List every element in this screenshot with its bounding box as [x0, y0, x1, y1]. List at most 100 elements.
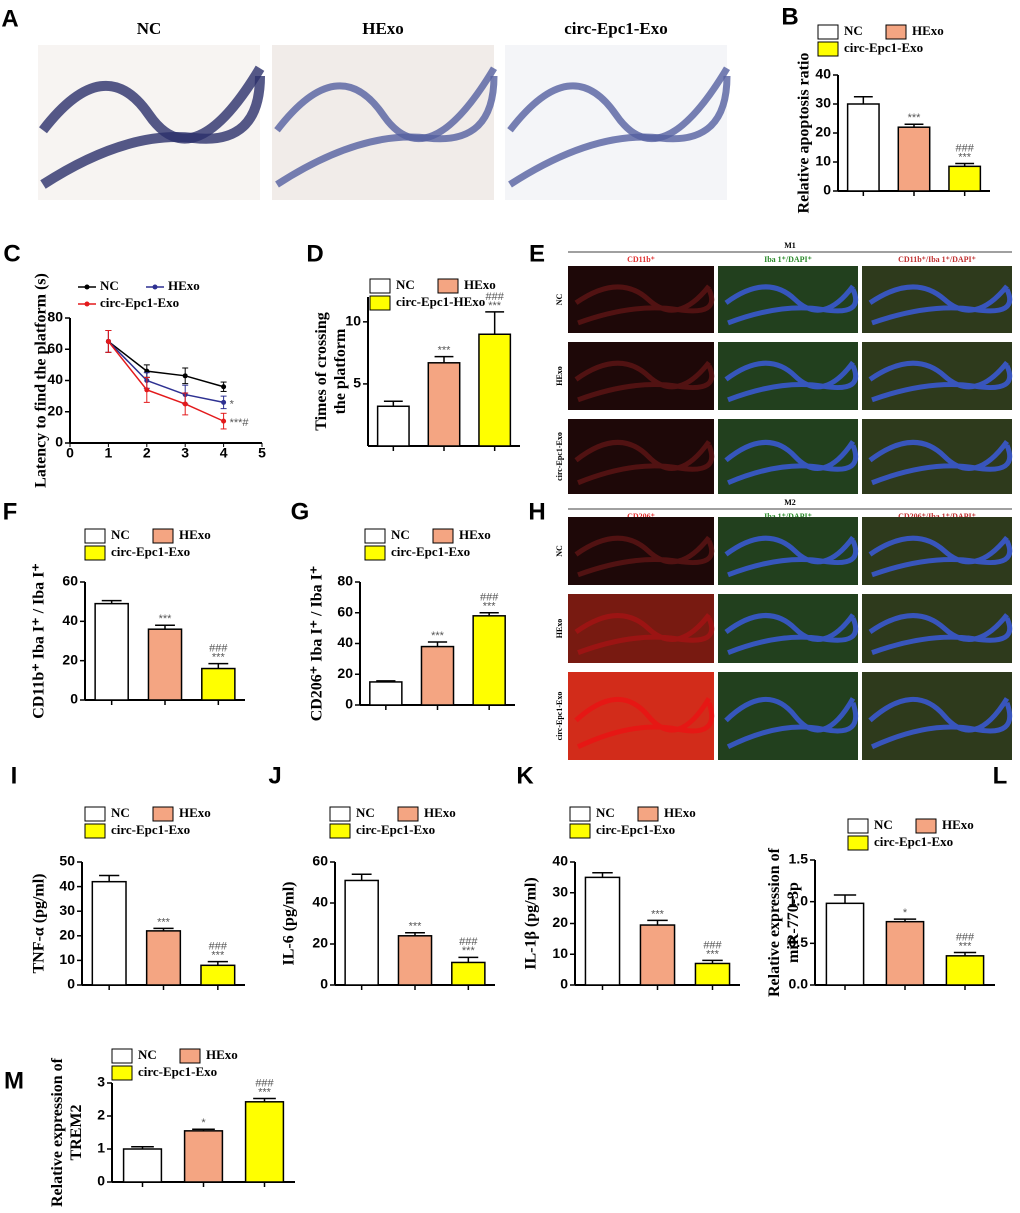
bar [122, 1148, 163, 1183]
significance-mark: *** [483, 601, 497, 613]
significance-mark: *** [706, 948, 720, 960]
y-axis-label: Times of crossing [313, 312, 330, 431]
bar [427, 362, 461, 447]
legend-label: HExo [912, 23, 944, 38]
y-tick-label: 0 [97, 1173, 105, 1189]
cell-layer [574, 284, 715, 326]
bar [420, 645, 455, 706]
fluorescence-image [862, 672, 1012, 760]
significance-mark: *** [959, 940, 973, 952]
cell-layer [274, 66, 498, 143]
y-tick-label: 40 [815, 66, 831, 82]
cell-layer [868, 284, 1013, 326]
significance-mark: ### [255, 1077, 274, 1089]
significance-mark: *** [462, 945, 476, 957]
cell-layer [724, 535, 859, 578]
y-tick-label: 40 [312, 894, 328, 910]
y-tick-label: 1.5 [789, 851, 809, 867]
legend-label: circ-Epc1-Exo [844, 40, 923, 55]
legend-label: NC [391, 527, 410, 542]
y-axis-label: Relative apoptosis ratio [796, 53, 813, 214]
legend-swatch [152, 806, 174, 822]
data-point [182, 401, 188, 407]
data-point [182, 373, 188, 379]
legend-swatch [817, 24, 839, 40]
cell-layer [574, 697, 715, 750]
y-axis-label: Latency to find the platform (s) [33, 273, 50, 488]
significance-mark: *** [211, 950, 225, 962]
cell-layer [724, 360, 859, 403]
cell-layer [39, 65, 265, 144]
bar [244, 1101, 285, 1183]
panel-letter: E [529, 240, 545, 267]
y-tick-label: 10 [59, 951, 75, 967]
legend-label: NC [396, 277, 415, 292]
significance-mark: ### [485, 291, 504, 303]
fluorescence-image [568, 672, 714, 760]
legend-label: circ-Epc1-Exo [356, 822, 435, 837]
y-tick-label: 20 [552, 914, 568, 930]
row-label: NC [555, 294, 564, 306]
bar [825, 902, 865, 986]
legend-swatch [84, 284, 90, 290]
bar [694, 962, 731, 986]
y-tick-label: 40 [337, 634, 353, 650]
bar [201, 667, 236, 701]
significance-mark: *** [908, 112, 922, 124]
column-label: Iba 1⁺/DAPI⁺ [764, 512, 812, 521]
y-tick-label: 1.0 [789, 892, 809, 908]
legend-label: NC [596, 805, 615, 820]
bar [945, 955, 985, 986]
legend-label: HExo [206, 1047, 238, 1062]
legend-label: HExo [424, 805, 456, 820]
y-tick-label: 2 [97, 1107, 105, 1123]
legend-swatch [369, 278, 391, 294]
y-tick-label: 0 [320, 976, 328, 992]
panel-letter: H [528, 498, 545, 525]
significance-mark: ### [956, 931, 975, 943]
y-tick-label: 40 [62, 612, 78, 628]
y-tick-label: 3 [97, 1074, 105, 1090]
significance-mark: *** [431, 630, 445, 642]
y-tick-label: 30 [815, 95, 831, 111]
column-label: CD11b⁺ [627, 255, 655, 264]
column-label: CD206⁺ [627, 512, 655, 521]
bar [948, 165, 982, 192]
legend-swatch [569, 823, 591, 839]
fluorescence-image [862, 342, 1012, 410]
y-axis-label: IL-1β (pg/ml) [523, 877, 540, 969]
bar [200, 964, 236, 986]
y-tick-label: 0 [560, 976, 568, 992]
y-tick-label: 20 [62, 651, 78, 667]
significance-mark: *** [409, 921, 423, 933]
legend-swatch [364, 545, 386, 561]
row-label: HExo [555, 619, 564, 639]
y-tick-label: 80 [337, 573, 353, 589]
data-point [144, 387, 150, 393]
bar [369, 681, 403, 706]
y-tick-label: 0 [70, 691, 78, 707]
x-tick-label: 3 [181, 445, 189, 461]
y-axis-label: the platform [332, 328, 349, 414]
significance-mark: ### [955, 142, 974, 154]
y-tick-label: 0 [67, 976, 75, 992]
legend-swatch [84, 528, 106, 544]
y-axis-label: CD206⁺ Iba I⁺ / Iba I⁺ [309, 566, 326, 722]
bar [639, 924, 676, 986]
legend-label: NC [874, 817, 893, 832]
series-line [107, 340, 224, 404]
legend-swatch [152, 528, 174, 544]
x-tick-label: 4 [220, 445, 228, 461]
cell-layer [868, 613, 1013, 656]
legend-swatch [329, 806, 351, 822]
y-axis-label: TREM2 [68, 1105, 85, 1161]
fluorescence-image [568, 517, 714, 585]
legend-label: circ-Epc1-HExo [396, 294, 485, 309]
bar [147, 628, 183, 701]
bar [94, 602, 129, 701]
cell-layer [868, 535, 1013, 578]
cell-layer [868, 439, 1013, 486]
legend-swatch [152, 284, 158, 290]
panel-letter: L [993, 762, 1008, 789]
panel-letter: M [4, 1067, 24, 1094]
